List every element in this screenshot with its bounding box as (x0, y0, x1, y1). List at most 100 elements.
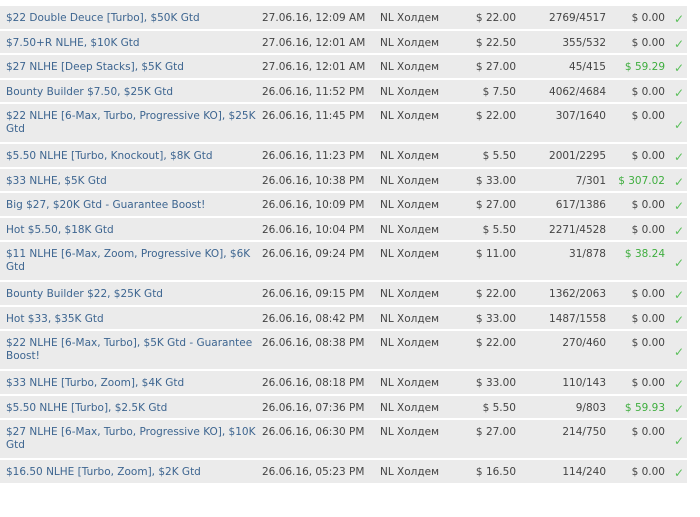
table-row[interactable]: $27 NLHE [Deep Stacks], $5K Gtd 27.06.16,… (0, 55, 687, 80)
check-icon: ✓ (673, 199, 685, 213)
buyin-cell: $ 27.00 (475, 199, 516, 211)
entries-cell: 4062/4684 (549, 85, 606, 98)
check-icon: ✓ (673, 466, 685, 480)
game-type-cell: NL Холдем (380, 426, 440, 438)
entries-cell: 31/878 (569, 248, 606, 260)
entries-cell: 617/1386 (555, 199, 606, 211)
tournament-name-link[interactable]: $22 NLHE [6-Max, Turbo, Progressive KO],… (6, 110, 256, 135)
date-cell: 26.06.16, 08:42 PM (262, 312, 365, 325)
tournament-name-link[interactable]: Big $27, $20K Gtd - Guarantee Boost! (6, 199, 206, 211)
check-icon: ✓ (673, 256, 685, 270)
prize-cell: $ 0.00 (631, 36, 665, 49)
date-cell: 26.06.16, 05:23 PM (262, 466, 365, 478)
table-row[interactable]: Hot $5.50, $18K Gtd 26.06.16, 10:04 PM NL … (0, 217, 687, 242)
buyin-cell: $ 33.00 (475, 312, 516, 325)
table-row[interactable]: $33 NLHE [Turbo, Zoom], $4K Gtd 26.06.16,… (0, 371, 687, 396)
tournament-name-link[interactable]: $11 NLHE [6-Max, Zoom, Progressive KO], … (6, 248, 251, 273)
buyin-cell: $ 22.50 (475, 36, 516, 49)
table-row[interactable]: $22 NLHE [6-Max, Turbo, Progressive KO],… (0, 104, 687, 144)
check-icon: ✓ (673, 345, 685, 359)
table-row[interactable]: $33 NLHE, $5K Gtd 26.06.16, 10:38 PM NL Хо… (0, 168, 687, 193)
table-row[interactable]: $22 Double Deuce [Turbo], $50K Gtd 27.06.… (0, 6, 687, 31)
check-icon: ✓ (673, 150, 685, 164)
tournament-name-link[interactable]: $22 NLHE [6-Max, Turbo], $5K Gtd - Guara… (6, 337, 253, 362)
date-cell: 26.06.16, 09:15 PM (262, 288, 365, 300)
game-type-cell: NL Холдем (380, 36, 440, 49)
entries-cell: 307/1640 (555, 110, 606, 122)
buyin-cell: $ 16.50 (475, 466, 516, 478)
prize-cell: $ 0.00 (631, 223, 665, 236)
table-row[interactable]: Bounty Builder $22, $25K Gtd 26.06.16, 09… (0, 282, 687, 307)
game-type-cell: NL Холдем (380, 12, 440, 24)
buyin-cell: $ 5.50 (482, 401, 516, 414)
buyin-cell: $ 5.50 (482, 223, 516, 236)
date-cell: 27.06.16, 12:09 AM (262, 12, 366, 24)
table-row[interactable]: Bounty Builder $7.50, $25K Gtd 26.06.16, … (0, 79, 687, 104)
table-row[interactable]: $5.50 NLHE [Turbo, Knockout], $8K Gtd 26.… (0, 144, 687, 169)
tournament-name-link[interactable]: $5.50 NLHE [Turbo, Knockout], $8K Gtd (6, 150, 213, 162)
prize-cell: $ 0.00 (631, 466, 665, 478)
game-type-cell: NL Холдем (380, 337, 440, 349)
tournament-name-link[interactable]: $33 NLHE, $5K Gtd (6, 174, 107, 187)
buyin-cell: $ 22.00 (475, 337, 516, 349)
entries-cell: 114/240 (562, 466, 606, 478)
table-row[interactable]: $27 NLHE [6-Max, Turbo, Progressive KO],… (0, 420, 687, 460)
date-cell: 27.06.16, 12:01 AM (262, 36, 366, 49)
entries-cell: 45/415 (569, 61, 606, 73)
prize-cell: $ 0.00 (631, 377, 665, 389)
tournament-results-table: $22 Double Deuce [Turbo], $50K Gtd 27.06.… (0, 6, 687, 485)
tournament-name-link[interactable]: $33 NLHE [Turbo, Zoom], $4K Gtd (6, 377, 185, 389)
date-cell: 26.06.16, 10:38 PM (262, 174, 365, 187)
buyin-cell: $ 22.00 (475, 288, 516, 300)
entries-cell: 110/143 (562, 377, 606, 389)
buyin-cell: $ 11.00 (475, 248, 516, 260)
check-icon: ✓ (673, 401, 685, 416)
entries-cell: 1362/2063 (549, 288, 606, 300)
table-row[interactable]: $16.50 NLHE [Turbo, Zoom], $2K Gtd 26.06.… (0, 460, 687, 485)
tournament-name-link[interactable]: $7.50+R NLHE, $10K Gtd (6, 36, 140, 49)
check-icon: ✓ (673, 85, 685, 100)
table-row[interactable]: $11 NLHE [6-Max, Zoom, Progressive KO], … (0, 242, 687, 282)
check-icon: ✓ (673, 288, 685, 302)
game-type-cell: NL Холдем (380, 377, 440, 389)
buyin-cell: $ 22.00 (475, 12, 516, 24)
table-row[interactable]: $5.50 NLHE [Turbo], $2.5K Gtd 26.06.16, 0… (0, 395, 687, 420)
tournament-name-link[interactable]: $27 NLHE [Deep Stacks], $5K Gtd (6, 61, 184, 73)
tournament-name-link[interactable]: Bounty Builder $22, $25K Gtd (6, 288, 163, 300)
buyin-cell: $ 5.50 (482, 150, 516, 162)
check-icon: ✓ (673, 36, 685, 51)
date-cell: 26.06.16, 11:52 PM (262, 85, 365, 98)
check-icon: ✓ (673, 174, 685, 189)
tournament-name-link[interactable]: Hot $33, $35K Gtd (6, 312, 104, 325)
entries-cell: 1487/1558 (549, 312, 606, 325)
prize-cell: $ 59.93 (624, 401, 665, 414)
check-icon: ✓ (673, 61, 685, 75)
tournament-name-link[interactable]: $16.50 NLHE [Turbo, Zoom], $2K Gtd (6, 466, 201, 478)
tournament-name-link[interactable]: $22 Double Deuce [Turbo], $50K Gtd (6, 12, 200, 24)
table-row[interactable]: $7.50+R NLHE, $10K Gtd 27.06.16, 12:01 AM… (0, 30, 687, 55)
entries-cell: 214/750 (562, 426, 606, 438)
date-cell: 26.06.16, 11:23 PM (262, 150, 365, 162)
tournament-name-link[interactable]: Bounty Builder $7.50, $25K Gtd (6, 85, 173, 98)
game-type-cell: NL Холдем (380, 199, 440, 211)
table-row[interactable]: $22 NLHE [6-Max, Turbo], $5K Gtd - Guara… (0, 331, 687, 371)
prize-cell: $ 0.00 (631, 426, 665, 438)
date-cell: 26.06.16, 08:38 PM (262, 337, 365, 349)
check-icon: ✓ (673, 377, 685, 391)
table-row[interactable]: Big $27, $20K Gtd - Guarantee Boost! 26.0… (0, 193, 687, 218)
date-cell: 26.06.16, 09:24 PM (262, 248, 365, 260)
tournament-name-link[interactable]: $5.50 NLHE [Turbo], $2.5K Gtd (6, 401, 168, 414)
buyin-cell: $ 33.00 (475, 377, 516, 389)
game-type-cell: NL Холдем (380, 466, 440, 478)
check-icon: ✓ (673, 434, 685, 448)
date-cell: 27.06.16, 12:01 AM (262, 61, 366, 73)
check-icon: ✓ (673, 312, 685, 327)
game-type-cell: NL Холдем (380, 110, 440, 122)
prize-cell: $ 0.00 (631, 312, 665, 325)
tournament-name-link[interactable]: Hot $5.50, $18K Gtd (6, 223, 114, 236)
date-cell: 26.06.16, 08:18 PM (262, 377, 365, 389)
table-row[interactable]: Hot $33, $35K Gtd 26.06.16, 08:42 PM NL Хо… (0, 306, 687, 331)
prize-cell: $ 307.02 (618, 174, 665, 187)
tournament-name-link[interactable]: $27 NLHE [6-Max, Turbo, Progressive KO],… (6, 426, 256, 451)
game-type-cell: NL Холдем (380, 85, 440, 98)
